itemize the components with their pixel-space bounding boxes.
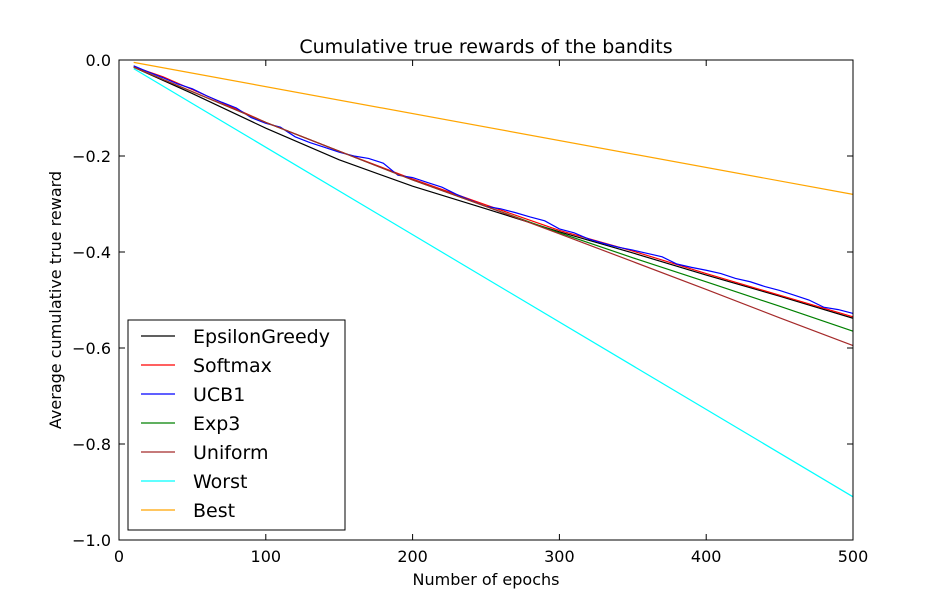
y-tick-label: −0.2 <box>72 147 111 166</box>
series-line-ucb1 <box>133 65 854 315</box>
y-axis-label: Average cumulative true reward <box>46 171 65 429</box>
x-tick-label: 400 <box>691 547 722 566</box>
x-tick-label: 100 <box>251 547 282 566</box>
legend-box <box>127 319 346 531</box>
series-line-exp3 <box>133 66 854 332</box>
tick-layer: 0 100 200 300 400 500 0.0 −0.2 −0.4 −0.6 −0.8 −1.0 <box>72 51 868 566</box>
y-tick-label: −0.4 <box>72 243 111 262</box>
series-line-epsilongreedy <box>133 66 854 319</box>
legend-label: Uniform <box>193 442 269 464</box>
y-tick-label: −0.6 <box>72 339 111 358</box>
series-line-worst <box>133 68 854 498</box>
chart-title: Cumulative true rewards of the bandits <box>299 36 672 58</box>
series-line-softmax <box>133 66 854 318</box>
y-tick-label: −1.0 <box>72 531 111 550</box>
plot-frame <box>118 59 854 541</box>
x-axis-label: Number of epochs <box>413 570 560 589</box>
x-tick-label: 500 <box>838 547 869 566</box>
series-layer <box>133 61 854 498</box>
x-tick-label: 200 <box>397 547 428 566</box>
x-tick-label: 0 <box>114 547 124 566</box>
y-tick-label: 0.0 <box>86 51 111 70</box>
legend-label: Worst <box>193 471 247 493</box>
legend-label: EpsilonGreedy <box>193 326 330 348</box>
x-tick-label: 300 <box>544 547 575 566</box>
y-tick-label: −0.8 <box>72 435 111 454</box>
legend-label: Exp3 <box>193 413 240 435</box>
legend-label: Best <box>193 500 235 522</box>
series-line-best <box>133 61 854 195</box>
series-line-uniform <box>133 66 854 347</box>
legend-label: UCB1 <box>193 384 245 406</box>
legend: EpsilonGreedy Softmax UCB1 Exp3 Uniform Worst… <box>127 319 346 531</box>
legend-label: Softmax <box>193 355 272 377</box>
